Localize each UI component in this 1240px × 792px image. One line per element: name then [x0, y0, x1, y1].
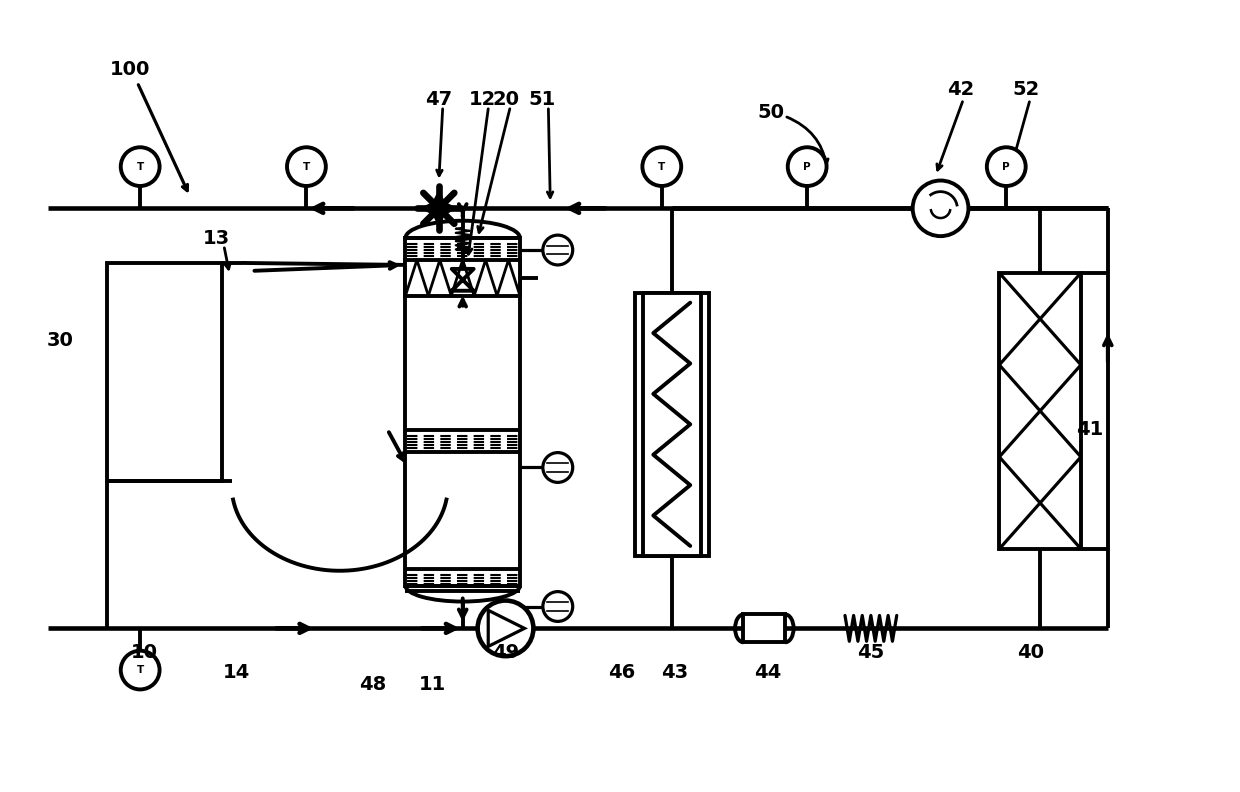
Circle shape [477, 600, 533, 656]
Text: 11: 11 [419, 676, 446, 695]
Text: 52: 52 [1013, 80, 1040, 99]
Circle shape [120, 651, 160, 689]
Text: 12: 12 [469, 89, 496, 109]
Circle shape [286, 147, 326, 186]
Bar [635, 293, 708, 556]
Text: T: T [136, 162, 144, 172]
Circle shape [787, 147, 827, 186]
Text: P: P [1002, 162, 1011, 172]
Text: 47: 47 [425, 89, 453, 109]
Circle shape [120, 147, 160, 186]
Text: 50: 50 [758, 102, 785, 121]
Text: P: P [804, 162, 811, 172]
Text: 44: 44 [754, 663, 781, 682]
Bar [999, 273, 1081, 549]
Text: 46: 46 [609, 663, 636, 682]
Text: 41: 41 [1076, 421, 1104, 440]
Text: 48: 48 [360, 676, 387, 695]
Circle shape [642, 147, 681, 186]
Text: T: T [658, 162, 666, 172]
Bar [108, 263, 222, 482]
Text: 10: 10 [130, 642, 157, 661]
Text: 30: 30 [47, 331, 74, 350]
Bar [405, 260, 520, 295]
Text: 14: 14 [223, 663, 250, 682]
Bar [405, 238, 520, 585]
Text: 45: 45 [857, 642, 884, 661]
Text: 100: 100 [110, 60, 150, 79]
Circle shape [987, 147, 1025, 186]
Circle shape [543, 452, 573, 482]
Text: 42: 42 [947, 80, 975, 99]
Circle shape [543, 235, 573, 265]
Circle shape [543, 592, 573, 622]
Text: T: T [303, 162, 310, 172]
Text: 43: 43 [661, 663, 688, 682]
Text: 51: 51 [528, 89, 556, 109]
Text: 49: 49 [492, 642, 520, 661]
Bar [744, 615, 785, 642]
Text: 13: 13 [203, 229, 231, 248]
Text: T: T [136, 665, 144, 675]
Text: 20: 20 [492, 89, 520, 109]
Text: 40: 40 [1017, 642, 1044, 661]
Circle shape [913, 181, 968, 236]
Bar [642, 293, 701, 556]
